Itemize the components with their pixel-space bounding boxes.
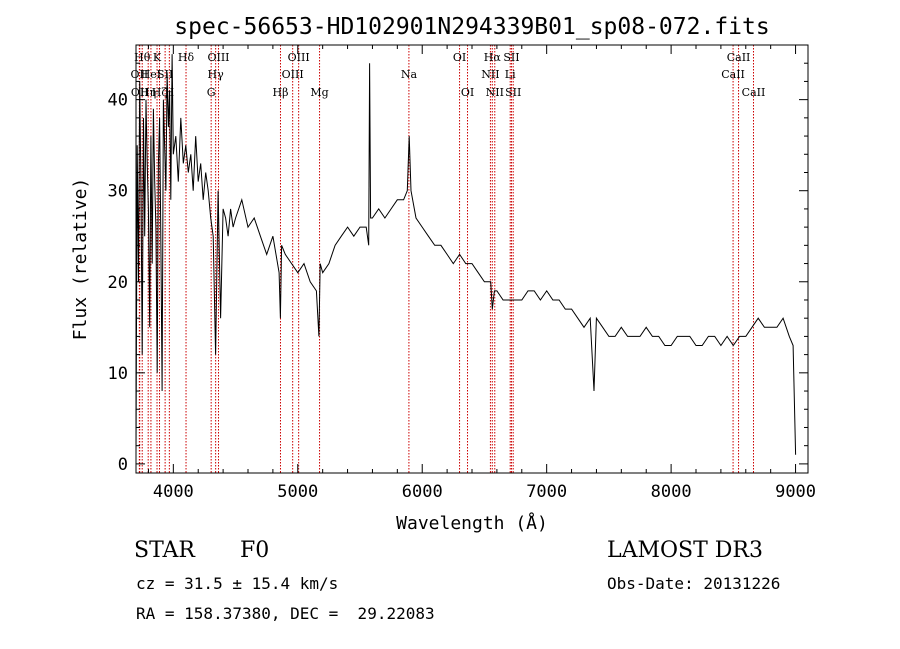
- x-tick-label-2: 6000: [402, 482, 443, 502]
- line-label-9: Hδ: [178, 51, 195, 64]
- line-label-7: SII: [157, 68, 173, 81]
- spectrum-chart: spec-56653-HD102901N294339B01_sp08-072.f…: [70, 14, 816, 534]
- x-tick-label-4: 8000: [651, 482, 692, 502]
- line-label-4: HeI: [141, 68, 161, 81]
- line-label-14: OIII: [282, 68, 304, 81]
- line-label-11: Hγ: [208, 68, 225, 81]
- object-subclass: F0: [240, 538, 270, 563]
- line-label-21: Hα: [484, 51, 502, 64]
- line-label-10: G: [207, 86, 216, 99]
- survey-name: LAMOST DR3: [607, 538, 763, 563]
- line-label-22: NII: [486, 86, 504, 99]
- redshift-cz: cz = 31.5 ± 15.4 km/s: [136, 574, 339, 593]
- line-label-16: Mg: [310, 86, 328, 99]
- line-label-12: OIII: [207, 51, 229, 64]
- y-axis: 0 10 20 30 40: [108, 62, 808, 475]
- y-axis-label: Flux (relative): [70, 178, 91, 341]
- x-axis: 4000 5000 6000 7000 8000 9000: [147, 45, 816, 502]
- line-label-13: Hβ: [273, 86, 289, 99]
- line-label-25: SII: [505, 86, 521, 99]
- line-label-27: CaII: [727, 51, 751, 64]
- observation-date: Obs-Date: 20131226: [607, 574, 781, 593]
- x-tick-label-0: 4000: [153, 482, 194, 502]
- line-label-28: CaII: [742, 86, 766, 99]
- line-label-3: Hη: [140, 86, 156, 99]
- x-axis-label: Wavelength (Å): [396, 512, 548, 534]
- x-tick-label-1: 5000: [277, 482, 318, 502]
- chart-title: spec-56653-HD102901N294339B01_sp08-072.f…: [174, 14, 769, 40]
- x-tick-label-3: 7000: [526, 482, 567, 502]
- ra-dec: RA = 158.37380, DEC = 29.22083: [136, 604, 435, 623]
- plot-frame: [135, 44, 809, 474]
- line-labels: OIIOIIHθHηHeIKHζSIIHHδGHγOIIIHβOIIIOIIIM…: [131, 51, 766, 99]
- y-tick-label-4: 40: [108, 91, 128, 111]
- line-label-5: K: [153, 51, 162, 64]
- y-tick-label-3: 30: [108, 182, 128, 202]
- y-tick-label-2: 20: [108, 273, 128, 293]
- line-label-23: Li: [505, 68, 516, 81]
- line-label-15: OIII: [288, 51, 310, 64]
- line-label-19: OI: [461, 86, 474, 99]
- y-tick-label-0: 0: [118, 455, 128, 475]
- line-label-20: NII: [481, 68, 499, 81]
- line-label-0: OII: [131, 68, 149, 81]
- line-label-17: Na: [401, 68, 418, 81]
- y-tick-label-1: 10: [108, 364, 128, 384]
- line-label-6: Hζ: [152, 86, 168, 99]
- line-label-2: Hθ: [134, 51, 151, 64]
- object-class: STAR: [134, 538, 195, 563]
- line-label-18: OI: [453, 51, 466, 64]
- line-label-26: CaII: [721, 68, 745, 81]
- spectrum-line: [135, 54, 797, 455]
- emission-line-markers: [138, 45, 754, 473]
- line-label-24: SII: [503, 51, 519, 64]
- x-tick-label-5: 9000: [775, 482, 816, 502]
